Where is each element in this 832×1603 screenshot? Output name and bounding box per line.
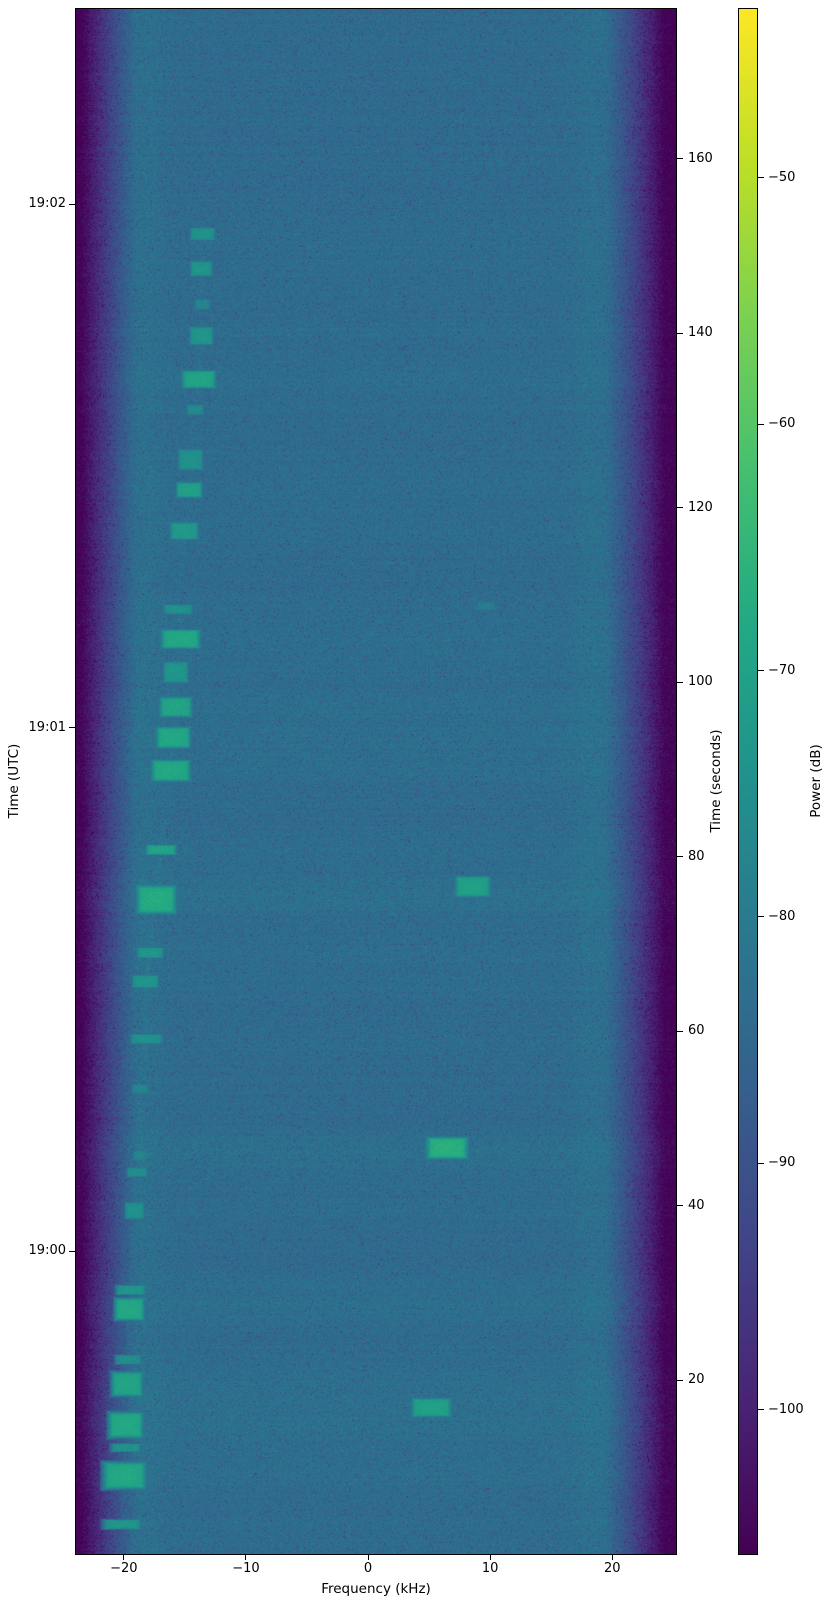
x-tick bbox=[611, 1555, 613, 1560]
utc-tick bbox=[69, 1250, 75, 1252]
colorbar-tick bbox=[758, 916, 764, 918]
x-tick bbox=[367, 1555, 369, 1560]
left-y-axis-label: Time (UTC) bbox=[6, 743, 22, 819]
seconds-tick bbox=[677, 1030, 683, 1032]
x-axis-label: Frequency (kHz) bbox=[321, 1581, 431, 1597]
colorbar bbox=[738, 8, 758, 1555]
seconds-tick-label: 140 bbox=[688, 325, 713, 341]
plot-area bbox=[75, 8, 677, 1555]
x-tick-label: 20 bbox=[604, 1561, 621, 1576]
x-tick-label: −10 bbox=[232, 1561, 260, 1576]
utc-tick bbox=[69, 203, 75, 205]
colorbar-label: Power (dB) bbox=[808, 744, 824, 818]
seconds-tick bbox=[677, 681, 683, 683]
colorbar-tick bbox=[758, 670, 764, 672]
colorbar-tick-label: −100 bbox=[768, 1401, 804, 1417]
colorbar-gradient bbox=[739, 9, 757, 1554]
seconds-tick-label: 60 bbox=[688, 1023, 705, 1039]
seconds-tick-label: 40 bbox=[688, 1197, 705, 1213]
x-tick-label: −20 bbox=[110, 1561, 138, 1576]
x-tick-label: 0 bbox=[363, 1561, 373, 1576]
x-tick bbox=[123, 1555, 125, 1560]
seconds-tick-label: 160 bbox=[688, 150, 713, 166]
colorbar-tick bbox=[758, 1162, 764, 1164]
colorbar-tick-label: −50 bbox=[768, 169, 796, 185]
seconds-tick-label: 20 bbox=[688, 1372, 705, 1388]
colorbar-tick-label: −80 bbox=[768, 908, 796, 924]
colorbar-tick-label: −90 bbox=[768, 1155, 796, 1171]
x-tick-label: 10 bbox=[481, 1561, 499, 1576]
seconds-tick-label: 100 bbox=[688, 674, 713, 690]
colorbar-tick-label: −70 bbox=[768, 662, 796, 678]
utc-tick-label: 19:00 bbox=[28, 1243, 66, 1259]
seconds-tick-label: 80 bbox=[688, 848, 705, 864]
utc-tick bbox=[69, 727, 75, 729]
x-tick bbox=[489, 1555, 491, 1560]
colorbar-tick bbox=[758, 1409, 764, 1411]
right-y-axis-label: Time (seconds) bbox=[708, 729, 724, 833]
seconds-tick bbox=[677, 332, 683, 334]
colorbar-tick-label: −60 bbox=[768, 416, 796, 432]
seconds-tick bbox=[677, 507, 683, 509]
seconds-tick bbox=[677, 1205, 683, 1207]
seconds-tick bbox=[677, 1379, 683, 1381]
seconds-tick bbox=[677, 856, 683, 858]
seconds-tick bbox=[677, 158, 683, 160]
colorbar-tick bbox=[758, 423, 764, 425]
seconds-tick-label: 120 bbox=[688, 499, 713, 515]
utc-tick-label: 19:01 bbox=[28, 719, 66, 735]
utc-tick-label: 19:02 bbox=[28, 196, 66, 212]
spectrogram-heatmap bbox=[76, 9, 676, 1554]
x-tick bbox=[245, 1555, 247, 1560]
colorbar-tick bbox=[758, 177, 764, 179]
